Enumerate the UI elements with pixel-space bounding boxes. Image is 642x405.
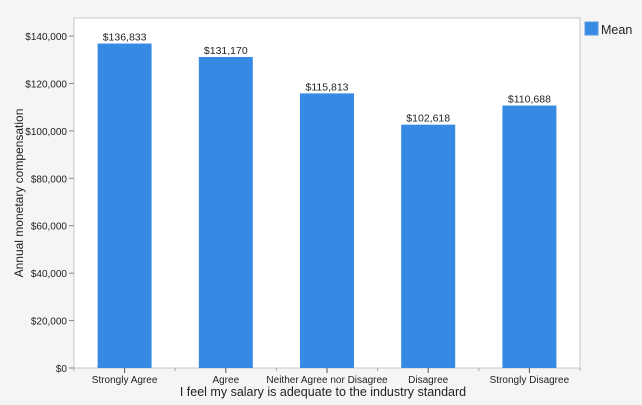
bar bbox=[300, 93, 354, 369]
bar bbox=[97, 43, 152, 369]
bar bbox=[198, 56, 253, 369]
x-tick-label: Strongly Agree bbox=[92, 375, 158, 386]
x-tick-label: Neither Agree nor Disagree bbox=[266, 375, 388, 386]
y-tick-label: $0 bbox=[56, 364, 68, 375]
y-tick-label: $20,000 bbox=[31, 317, 68, 328]
y-axis: $0 $20,000 $40,000 $60,000 $80,000 $100,000 $1… bbox=[25, 32, 74, 375]
y-tick-label: $140,000 bbox=[25, 32, 67, 43]
bar bbox=[502, 105, 557, 369]
y-tick-label: $80,000 bbox=[31, 174, 68, 185]
x-axis: Strongly Agree Agree Neither Agree nor Dis… bbox=[73, 368, 581, 386]
legend-label-mean: Mean bbox=[601, 23, 632, 37]
data-label: $115,813 bbox=[305, 81, 348, 93]
data-label: $110,688 bbox=[508, 94, 551, 106]
data-label: $136,833 bbox=[103, 32, 147, 44]
legend: Mean bbox=[584, 21, 632, 37]
x-axis-title: I feel my salary is adequate to the indu… bbox=[180, 385, 466, 399]
y-tick-label: $120,000 bbox=[25, 79, 67, 90]
legend-swatch-mean bbox=[584, 21, 599, 36]
data-label: $131,170 bbox=[204, 45, 248, 57]
y-tick-label: $100,000 bbox=[25, 127, 67, 138]
x-tick-label: Strongly Disagree bbox=[490, 375, 570, 386]
bars: $136,833 $131,170 $115,813 $102,618 $110,688 bbox=[97, 32, 557, 369]
x-tick-label: Disagree bbox=[408, 375, 448, 386]
bar bbox=[401, 124, 456, 368]
data-label: $102,618 bbox=[406, 113, 450, 125]
y-tick-label: $40,000 bbox=[31, 269, 68, 280]
y-axis-title: Annual monetary compensation bbox=[12, 109, 26, 278]
y-tick-label: $60,000 bbox=[31, 222, 68, 233]
x-tick-label: Agree bbox=[212, 375, 239, 386]
